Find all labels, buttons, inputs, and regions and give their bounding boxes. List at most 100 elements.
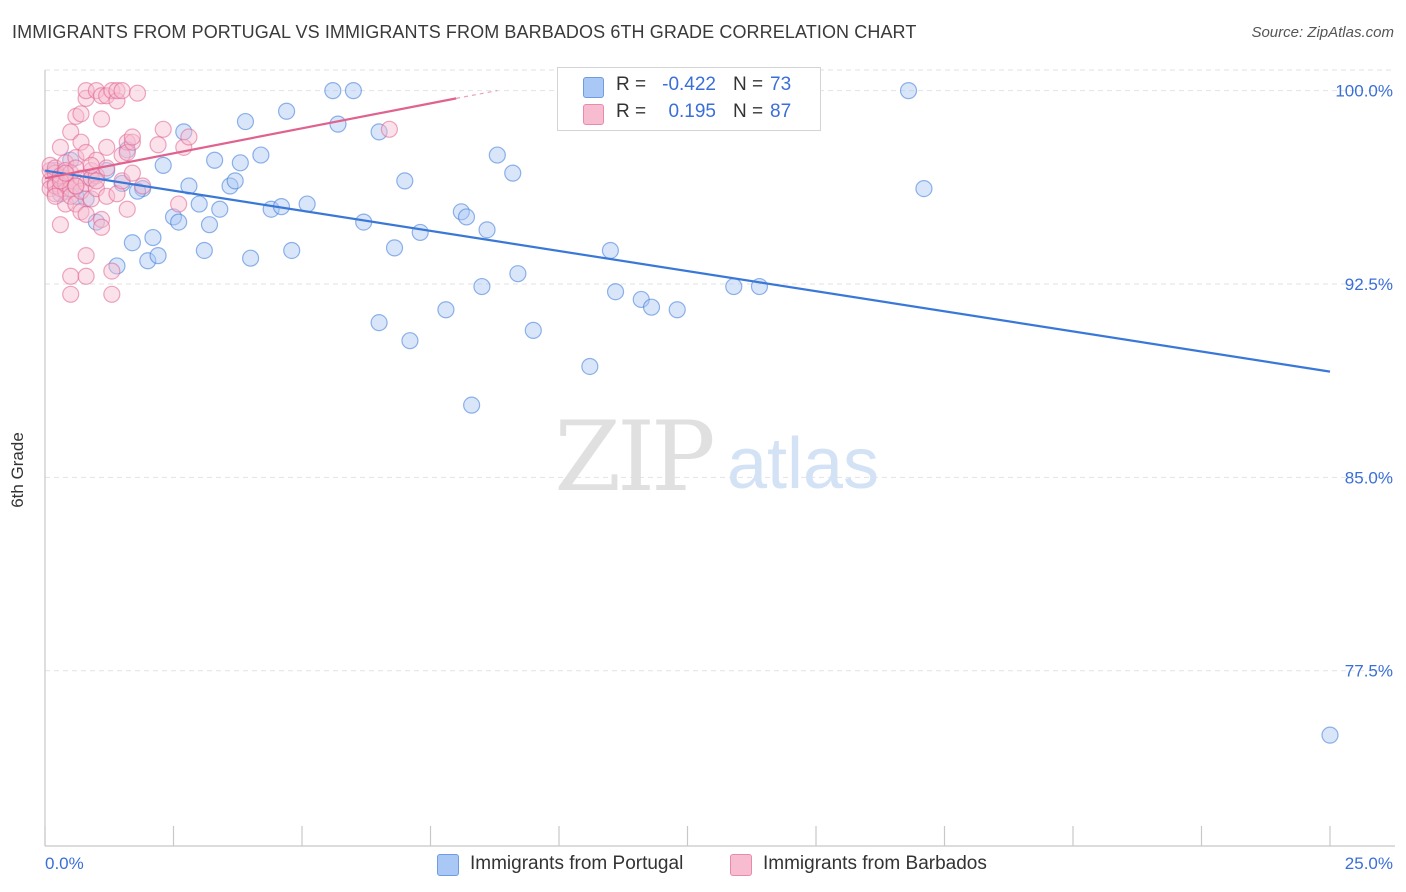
data-point bbox=[170, 213, 188, 231]
data-point bbox=[437, 301, 455, 319]
axes-layer bbox=[44, 70, 1395, 847]
data-point bbox=[98, 187, 116, 205]
data-point bbox=[149, 247, 167, 265]
x-tick-label: 0.0% bbox=[45, 854, 84, 873]
data-point bbox=[488, 146, 506, 164]
data-point bbox=[51, 138, 70, 156]
watermark: ZIP atlas bbox=[554, 401, 879, 513]
data-point bbox=[236, 112, 255, 131]
series-legend: Immigrants from Portugal Immigrants from… bbox=[0, 852, 1406, 878]
series-legend-swatch-barbados bbox=[730, 854, 752, 876]
legend-swatch-portugal bbox=[583, 77, 604, 98]
data-point bbox=[463, 396, 481, 414]
data-point bbox=[642, 298, 661, 316]
data-point bbox=[62, 285, 80, 303]
data-point bbox=[170, 195, 188, 213]
y-tick-label: 92.5% bbox=[1345, 275, 1393, 294]
data-point bbox=[103, 285, 121, 303]
data-point bbox=[221, 177, 239, 195]
data-point bbox=[46, 187, 64, 205]
data-point bbox=[524, 321, 542, 339]
data-point bbox=[108, 185, 126, 203]
data-point bbox=[915, 179, 933, 198]
data-point bbox=[329, 115, 347, 133]
tick-label-layer: 77.5% 85.0% 92.5% 100.0% 0.0% 25.0% bbox=[45, 82, 1393, 873]
trend-layer bbox=[44, 90, 1331, 373]
data-point bbox=[190, 195, 208, 213]
watermark-atlas: atlas bbox=[727, 424, 879, 504]
data-point bbox=[92, 218, 111, 236]
data-point bbox=[118, 200, 136, 218]
data-point bbox=[108, 82, 126, 100]
legend-r-label: R = bbox=[616, 101, 647, 122]
data-point bbox=[128, 182, 147, 200]
y-tick-label: 85.0% bbox=[1345, 468, 1393, 487]
data-point bbox=[72, 105, 90, 123]
data-point bbox=[62, 267, 80, 285]
series-legend-label: Immigrants from Portugal bbox=[470, 853, 684, 874]
data-point bbox=[72, 133, 90, 151]
data-point bbox=[344, 82, 362, 100]
data-point bbox=[283, 241, 301, 260]
data-point bbox=[149, 136, 167, 154]
legend-r-value: -0.422 bbox=[662, 74, 716, 95]
data-point bbox=[98, 87, 116, 105]
legend-n-value: 87 bbox=[770, 101, 792, 122]
legend-row-portugal: R = -0.422 N = 73 bbox=[558, 73, 820, 99]
data-point bbox=[154, 156, 172, 174]
data-point bbox=[164, 208, 183, 226]
series-points-barbados bbox=[41, 82, 398, 303]
data-point bbox=[370, 123, 388, 141]
data-point bbox=[206, 151, 224, 169]
watermark-zip: ZIP bbox=[554, 401, 713, 513]
data-point bbox=[581, 357, 599, 376]
data-point bbox=[899, 82, 918, 100]
data-point bbox=[92, 110, 111, 128]
data-point bbox=[601, 241, 620, 260]
data-point bbox=[113, 82, 131, 100]
data-point bbox=[139, 252, 157, 270]
legend-swatch-barbados bbox=[583, 104, 604, 125]
data-point bbox=[77, 205, 95, 223]
data-point bbox=[62, 123, 80, 141]
data-point bbox=[411, 223, 429, 242]
data-point bbox=[1321, 726, 1339, 744]
data-point bbox=[668, 301, 686, 319]
data-point bbox=[606, 283, 625, 301]
data-point bbox=[211, 200, 229, 218]
data-point bbox=[77, 247, 95, 265]
correlation-legend: R = -0.422 N = 73 R = 0.195 N = 87 bbox=[557, 67, 821, 131]
trend-line-extension bbox=[456, 90, 498, 99]
data-point bbox=[324, 82, 342, 100]
legend-r-label: R = bbox=[616, 74, 647, 95]
chart-title: IMMIGRANTS FROM PORTUGAL VS IMMIGRANTS F… bbox=[12, 22, 917, 42]
data-point bbox=[144, 228, 162, 247]
data-point bbox=[226, 172, 244, 190]
data-point bbox=[77, 267, 95, 285]
data-point bbox=[380, 120, 398, 138]
data-point bbox=[123, 133, 141, 151]
data-point bbox=[725, 277, 743, 296]
legend-row-barbados: R = 0.195 N = 87 bbox=[558, 100, 820, 126]
trend-line-portugal bbox=[44, 169, 1331, 373]
y-tick-label: 100.0% bbox=[1335, 82, 1393, 101]
data-point bbox=[242, 249, 260, 267]
data-point bbox=[195, 241, 213, 260]
data-point bbox=[123, 128, 141, 146]
data-point bbox=[370, 314, 388, 332]
data-point bbox=[92, 87, 111, 105]
legend-n-label: N = bbox=[733, 74, 764, 95]
data-point bbox=[478, 221, 496, 239]
data-point bbox=[154, 120, 172, 138]
data-point bbox=[123, 164, 141, 182]
data-point bbox=[473, 277, 491, 296]
source-note: Source: ZipAtlas.com bbox=[1251, 24, 1394, 41]
data-point bbox=[67, 177, 85, 195]
trend-line-barbados bbox=[44, 97, 457, 180]
y-tick-label: 77.5% bbox=[1345, 662, 1393, 681]
legend-n-value: 73 bbox=[770, 74, 792, 95]
data-point bbox=[385, 239, 404, 257]
data-point bbox=[87, 172, 106, 190]
data-point bbox=[452, 203, 470, 221]
